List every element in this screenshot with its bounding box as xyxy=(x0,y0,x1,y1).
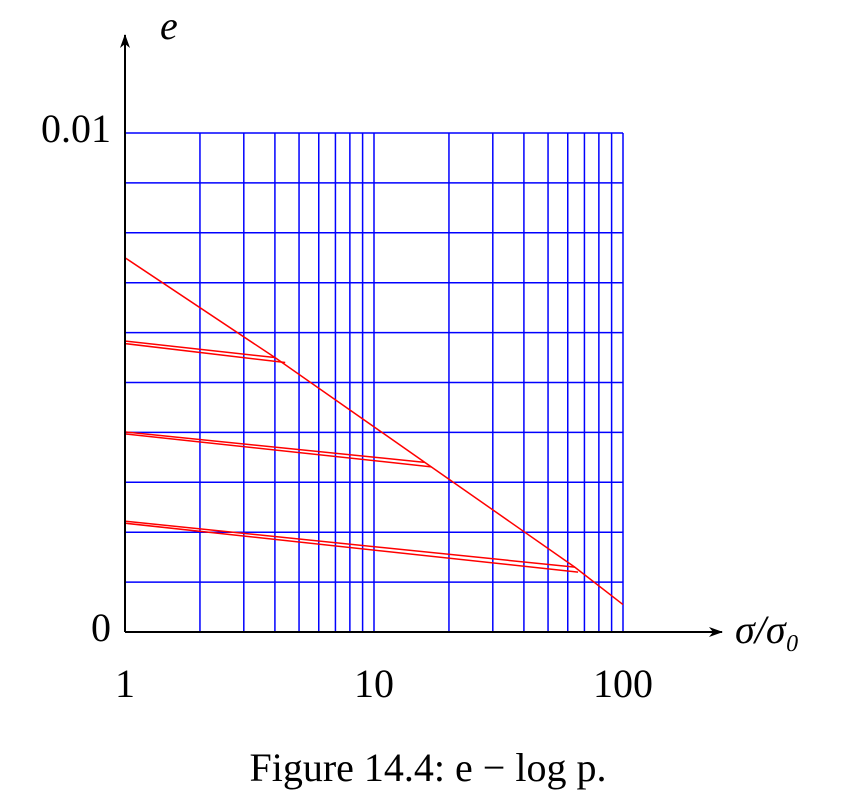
x-axis-label: σ/σ₀ xyxy=(735,607,799,652)
x-tick-label: 1 xyxy=(115,661,135,706)
curve xyxy=(124,431,432,468)
curve xyxy=(124,340,286,364)
x-tick-label: 10 xyxy=(354,661,394,706)
y-tick-label: 0.01 xyxy=(41,106,111,151)
curve xyxy=(124,520,579,573)
y-axis-label: e xyxy=(160,3,178,48)
y-tick-label: 0 xyxy=(91,605,111,650)
caption: Figure 14.4: e − log p. xyxy=(250,745,607,790)
x-tick-label: 100 xyxy=(593,661,653,706)
grid xyxy=(124,132,624,633)
